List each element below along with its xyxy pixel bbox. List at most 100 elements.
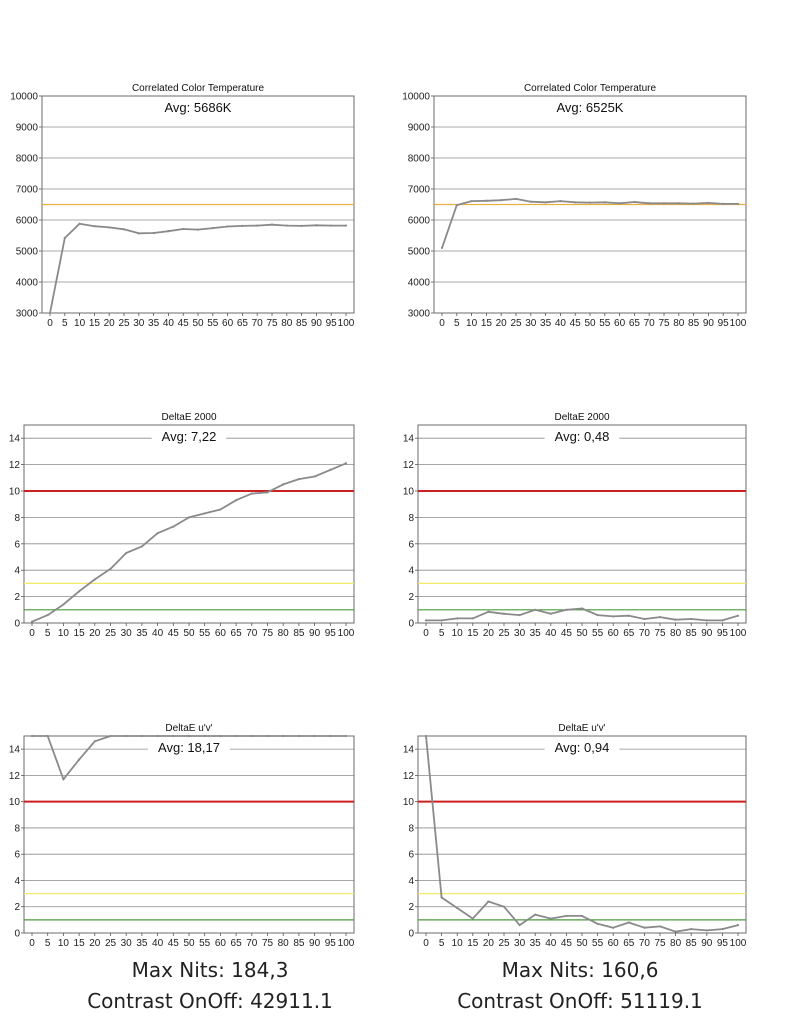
chart-4-x-tick-label: 70 <box>639 628 651 639</box>
chart-1-x-tick-label: 40 <box>163 318 175 329</box>
chart-4-data-point <box>658 615 662 619</box>
chart-6-y-tick-label: 4 <box>408 876 414 887</box>
chart-4-x-tick-label: 35 <box>530 628 542 639</box>
chart-6-x-tick-label: 5 <box>439 938 445 949</box>
chart-1-y-tick-label: 8000 <box>16 154 39 165</box>
chart-4-data-point <box>518 613 521 617</box>
chart-3-data-point <box>109 567 112 570</box>
chart-1-x-tick-label: 50 <box>192 318 204 329</box>
chart-4-data-point <box>736 614 740 617</box>
chart-5-x-tick-label: 70 <box>246 938 258 949</box>
chart-6-x-tick-label: 25 <box>498 938 510 949</box>
chart-5-data-point <box>250 734 253 738</box>
chart-2-annotation-background <box>549 100 631 116</box>
chart-1-data-point <box>211 226 214 230</box>
chart-6-data-point <box>721 927 724 931</box>
chart-1-data-point <box>330 224 333 227</box>
chart-2-x-tick-label: 45 <box>570 318 582 329</box>
chart-6-x-tick-label: 35 <box>530 938 542 949</box>
chart-4-data-point <box>674 618 677 621</box>
chart-3-data-point <box>187 516 191 519</box>
chart-3-x-tick-label: 40 <box>152 628 164 639</box>
chart-5-data-point <box>156 734 159 738</box>
chart-4-average-annotation: Avg: 0,48 <box>555 429 610 444</box>
chart-1-data-point <box>48 311 52 315</box>
chart-3-plot-frame <box>23 424 355 624</box>
chart-6-data-point <box>456 906 459 910</box>
chart-2-x-tick-label: 25 <box>510 318 522 329</box>
chart-5-x-tick-label: 60 <box>215 938 227 949</box>
chart-3-y-tick-label: 12 <box>9 460 21 471</box>
chart-4-y-tick-label: 0 <box>408 619 414 630</box>
chart-1-x-tick-label: 100 <box>338 318 355 329</box>
chart-3-data-point <box>156 532 159 535</box>
chart-2-data-point <box>529 200 532 203</box>
chart-4-x-tick-label: 55 <box>592 628 604 639</box>
chart-1-y-tick-label: 9000 <box>16 123 39 134</box>
chart-2-x-tick-label: 90 <box>703 318 715 329</box>
chart-2-data-point <box>574 201 577 204</box>
chart-4-x-tick-label: 10 <box>452 628 464 639</box>
chart-3-x-tick-label: 25 <box>105 628 117 639</box>
chart-1-data-point <box>315 224 318 227</box>
chart-3-average-annotation: Avg: 7,22 <box>162 429 217 444</box>
chart-5-data-point <box>203 734 206 738</box>
chart-4-y-tick-label: 10 <box>403 487 415 498</box>
right-max-nits: Max Nits: 160,6 <box>501 958 659 982</box>
chart-3-data-point <box>172 525 175 528</box>
chart-4-x-tick-label: 85 <box>686 628 698 639</box>
chart-4-data-point <box>580 607 584 610</box>
chart-4-data-point <box>456 617 459 620</box>
chart-3-x-tick-label: 65 <box>231 628 243 639</box>
chart-2-x-tick-label: 75 <box>658 318 670 329</box>
chart-6-data-point <box>471 917 474 920</box>
chart-3-annotation-background <box>151 429 227 445</box>
chart-4-data-point <box>690 617 693 621</box>
chart-2-data-point <box>500 199 503 202</box>
chart-1-data-point <box>226 225 229 228</box>
chart-1-data-point <box>285 224 288 227</box>
chart-1-x-tick-label: 0 <box>47 318 53 329</box>
right-contrast: Contrast OnOff: 51119.1 <box>457 989 703 1013</box>
chart-6-x-tick-label: 90 <box>701 938 713 949</box>
chart-2-x-tick-label: 95 <box>718 318 730 329</box>
chart-4-data-point <box>471 617 474 620</box>
chart-6-title: DeltaE u'v' <box>558 723 605 734</box>
chart-4-y-tick-label: 14 <box>403 434 415 445</box>
chart-1-x-tick-label: 25 <box>118 318 130 329</box>
chart-1-y-tick-label: 10000 <box>10 92 38 103</box>
chart-1-data-point <box>137 232 140 235</box>
chart-4-data-point <box>596 613 599 617</box>
chart-5-data-point <box>93 740 96 743</box>
chart-2-x-tick-label: 65 <box>629 318 641 329</box>
chart-1-data-point <box>152 231 155 235</box>
chart-5-data-point <box>30 734 34 738</box>
chart-5-data-point <box>297 734 300 738</box>
chart-4-x-tick-label: 25 <box>498 628 510 639</box>
chart-4-x-tick-label: 30 <box>514 628 526 639</box>
chart-2-y-tick-label: 3000 <box>408 309 431 320</box>
chart-2-data-point <box>692 202 695 205</box>
chart-3-data-point <box>235 499 238 502</box>
chart-4-x-tick-label: 15 <box>467 628 479 639</box>
chart-2-data-point <box>485 199 488 202</box>
chart-5-x-tick-label: 15 <box>74 938 86 949</box>
chart-6-data-point <box>549 917 552 920</box>
chart-4-data-point <box>440 619 443 622</box>
chart-4-data-point <box>627 614 630 617</box>
chart-4-x-tick-label: 95 <box>717 628 729 639</box>
chart-5-x-tick-label: 90 <box>309 938 321 949</box>
chart-2-y-tick-label: 5000 <box>408 247 431 258</box>
chart-4-y-tick-label: 6 <box>408 539 414 550</box>
chart-6-data-point <box>580 914 584 918</box>
chart-1-data-point <box>78 222 81 225</box>
chart-3-y-tick-label: 4 <box>14 566 20 577</box>
chart-6-data-point <box>596 922 599 925</box>
chart-5-y-tick-label: 6 <box>14 850 20 861</box>
chart-2-data-point <box>440 246 444 249</box>
chart-6-x-tick-label: 20 <box>483 938 495 949</box>
chart-1-y-tick-label: 3000 <box>16 309 39 320</box>
chart-4-annotation-background <box>544 429 620 445</box>
chart-2-x-tick-label: 0 <box>439 318 445 329</box>
chart-2-data-point <box>544 201 547 204</box>
